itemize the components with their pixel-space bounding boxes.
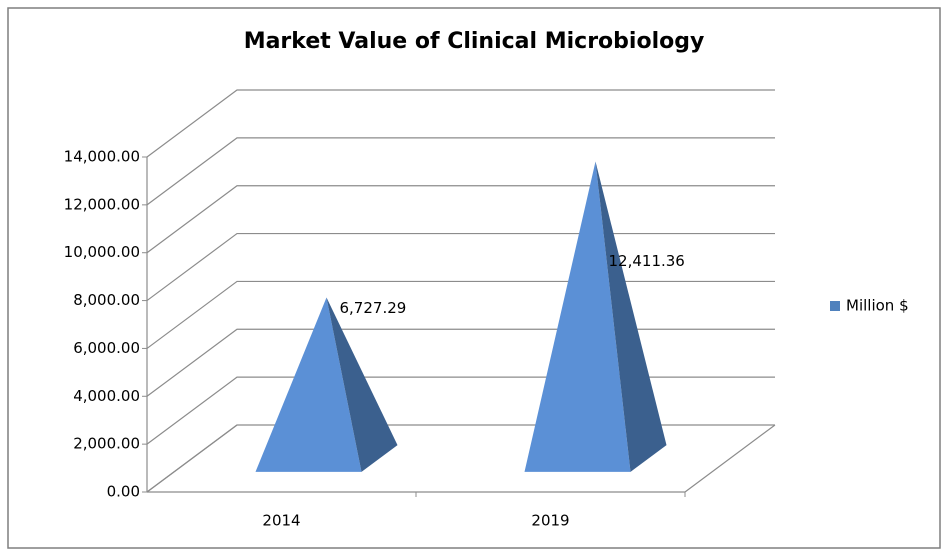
chart-title: Market Value of Clinical Microbiology <box>244 29 705 54</box>
pyramid <box>255 297 398 472</box>
chart-frame <box>7 7 941 549</box>
x-tick-label: 2014 <box>262 512 300 530</box>
pyramid <box>524 161 667 472</box>
y-tick-label: 14,000.00 <box>64 148 140 166</box>
pyramid-front <box>524 161 631 472</box>
pyramid-front <box>255 297 362 472</box>
y-tick-label: 2,000.00 <box>73 435 140 453</box>
grid-line <box>146 89 775 158</box>
pyramid-side <box>326 297 398 472</box>
y-tick-label: 10,000.00 <box>64 243 140 261</box>
y-tick-label: 12,000.00 <box>64 195 140 213</box>
y-tick-label: 6,000.00 <box>73 339 140 357</box>
y-tick-label: 8,000.00 <box>73 291 140 309</box>
legend-label: Million $ <box>846 297 909 315</box>
data-label: 12,411.36 <box>609 252 685 270</box>
x-tick-label: 2019 <box>531 512 569 530</box>
legend-swatch <box>830 301 840 311</box>
data-label: 6,727.29 <box>340 299 407 317</box>
y-tick-label: 4,000.00 <box>73 387 140 405</box>
pyramid-side <box>595 161 667 472</box>
y-tick-label: 0.00 <box>107 483 140 501</box>
grid-line <box>146 137 775 206</box>
